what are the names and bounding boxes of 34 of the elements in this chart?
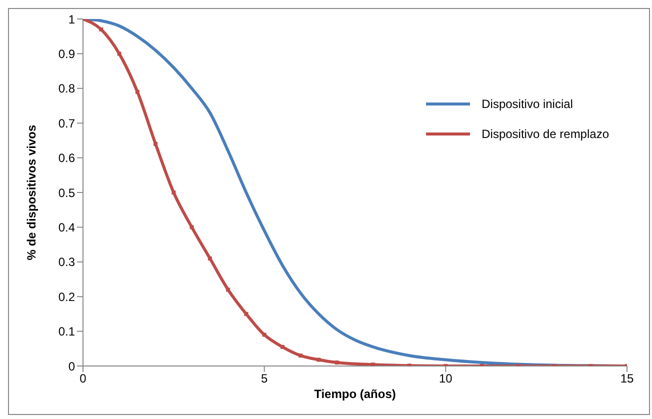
point (280, 344, 284, 349)
point (208, 256, 212, 260)
y-tick-label: 0.4 (58, 220, 76, 234)
y-tick-label: 0.2 (58, 290, 76, 304)
y-tick-label: 0 (68, 359, 76, 374)
point (154, 142, 158, 146)
x-tick-label: 10 (438, 372, 453, 386)
y-tick-label: 0.6 (58, 151, 76, 166)
x-tick-label: 5 (260, 372, 268, 386)
y-tick-label: 0.5 (58, 186, 76, 200)
point (298, 354, 303, 358)
point (371, 362, 376, 366)
y-tick-label: 0.9 (58, 46, 76, 61)
x-tick-label: 15 (620, 372, 634, 386)
legend-label: Dispositivo inicial (482, 96, 573, 113)
y-tick-label: 1 (68, 12, 76, 26)
point (262, 332, 266, 337)
legend-label: Dispositivo de remplazo (482, 126, 609, 143)
y-tick-label: 0.1 (58, 324, 76, 339)
point (117, 52, 122, 56)
point (316, 358, 321, 362)
y-tick-label: 0.8 (58, 82, 76, 96)
y-tick-label: 0.3 (58, 255, 76, 270)
point (226, 288, 230, 292)
x-tick-label: 0 (80, 372, 87, 386)
point (172, 190, 176, 194)
x-axis-title: Tiempo (años) (314, 387, 396, 401)
y-tick-label: 0.7 (58, 116, 76, 130)
y-axis-title: % de dispositivos vivos (24, 124, 38, 260)
point (190, 225, 194, 230)
point (99, 27, 104, 32)
point (244, 312, 248, 316)
point (135, 90, 140, 94)
point (334, 360, 339, 365)
